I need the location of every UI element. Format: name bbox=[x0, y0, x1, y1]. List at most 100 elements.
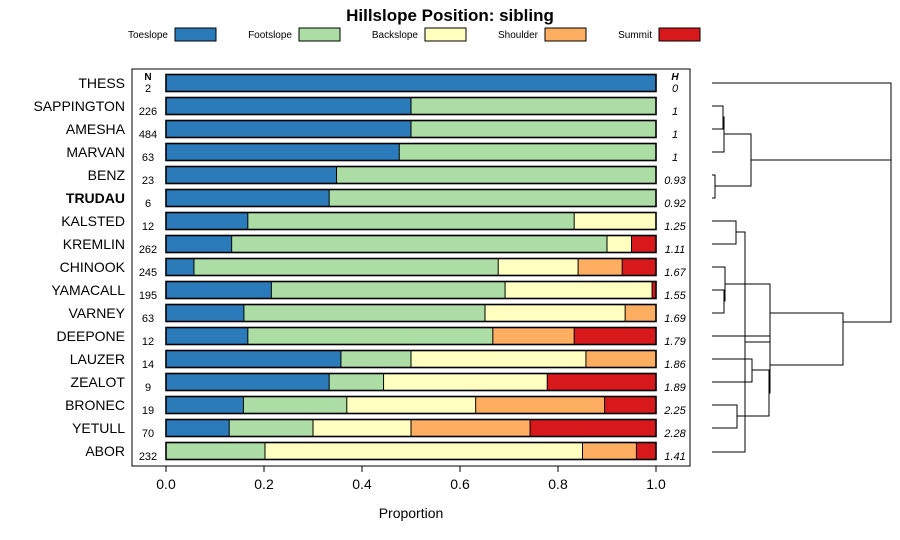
h-value-kalsted: 1.25 bbox=[664, 221, 686, 233]
bar-row-marvan bbox=[165, 142, 657, 162]
n-value-yamacall: 195 bbox=[139, 290, 157, 302]
bar-row-bronec bbox=[165, 395, 657, 415]
legend-swatch-backslope bbox=[424, 27, 467, 42]
bar-row-kalsted bbox=[165, 211, 657, 231]
dendrogram-link-benz-trudau bbox=[712, 174, 716, 199]
n-value-sappington: 226 bbox=[139, 106, 157, 118]
bar-segment-lauzer-footslope bbox=[340, 350, 411, 368]
row-label-abor: ABOR bbox=[85, 443, 125, 459]
row-label-kremlin: KREMLIN bbox=[63, 236, 125, 252]
row-label-benz: BENZ bbox=[88, 167, 126, 183]
bar-segment-bronec-toeslope bbox=[166, 396, 244, 414]
h-value-deepone: 1.79 bbox=[664, 336, 685, 348]
bar-row-varney bbox=[165, 303, 657, 323]
h-value-yamacall: 1.55 bbox=[664, 290, 686, 302]
bar-row-deepone bbox=[165, 326, 657, 346]
h-value-varney: 1.69 bbox=[664, 313, 685, 325]
bar-segment-chinook-summit bbox=[622, 258, 656, 276]
bar-row-thess bbox=[165, 73, 657, 93]
dendrogram-link-lower-cluster bbox=[770, 312, 844, 366]
bar-row-trudau bbox=[165, 188, 657, 208]
row-label-kalsted: KALSTED bbox=[61, 213, 125, 229]
bar-outline-kalsted bbox=[165, 211, 657, 231]
n-value-deepone: 12 bbox=[142, 336, 154, 348]
x-tick-label-1-0: 1.0 bbox=[646, 476, 666, 492]
bar-segment-zealot-toeslope bbox=[166, 373, 330, 391]
row-label-deepone: DEEPONE bbox=[57, 328, 125, 344]
bar-segment-bronec-summit bbox=[604, 396, 656, 414]
x-tick-label-0-4: 0.4 bbox=[352, 476, 372, 492]
row-label-bronec: BRONEC bbox=[65, 397, 125, 413]
row-label-yetull: YETULL bbox=[72, 420, 125, 436]
h-value-thess: 0 bbox=[672, 83, 679, 95]
dendrogram-link-kalsted-kremlin-abor bbox=[712, 231, 746, 453]
bar-segment-sappington-footslope bbox=[411, 97, 656, 115]
bar-outline-yamacall bbox=[165, 280, 657, 300]
bar-segment-varney-toeslope bbox=[166, 304, 244, 322]
legend-swatch-shoulder bbox=[544, 27, 587, 42]
bar-segment-kremlin-summit bbox=[631, 235, 656, 253]
bar-segment-lauzer-shoulder bbox=[585, 350, 656, 368]
bar-segment-yetull-summit bbox=[530, 419, 656, 437]
bar-row-zealot bbox=[165, 372, 657, 392]
bar-outline-chinook bbox=[165, 257, 657, 277]
bar-segment-zealot-summit bbox=[547, 373, 656, 391]
h-value-yetull: 2.28 bbox=[663, 428, 686, 440]
dendrogram-link-sappington-amesha bbox=[712, 105, 724, 130]
bar-segment-yetull-toeslope bbox=[166, 419, 230, 437]
h-value-lauzer: 1.86 bbox=[664, 359, 686, 371]
bar-segment-bronec-backslope bbox=[346, 396, 476, 414]
h-value-trudau: 0.92 bbox=[664, 198, 685, 210]
n-value-thess: 2 bbox=[145, 83, 151, 95]
bar-segment-kalsted-footslope bbox=[247, 212, 575, 230]
bar-segment-yetull-backslope bbox=[313, 419, 411, 437]
bar-group bbox=[165, 73, 657, 461]
bar-outline-deepone bbox=[165, 326, 657, 346]
bar-outline-amesha bbox=[165, 119, 657, 139]
bar-segment-yamacall-toeslope bbox=[166, 281, 272, 299]
row-label-sappington: SAPPINGTON bbox=[33, 98, 125, 114]
legend-swatch-footslope bbox=[298, 27, 341, 42]
h-value-kremlin: 1.11 bbox=[665, 244, 686, 256]
bar-segment-kremlin-footslope bbox=[231, 235, 607, 253]
legend-label-toeslope: Toeslope bbox=[128, 30, 168, 41]
n-value-amesha: 484 bbox=[139, 129, 157, 141]
n-value-lauzer: 14 bbox=[142, 359, 154, 371]
bar-segment-trudau-toeslope bbox=[166, 189, 330, 207]
bar-outline-abor bbox=[165, 441, 657, 461]
row-label-amesha: AMESHA bbox=[66, 121, 126, 137]
legend-swatch-toeslope bbox=[174, 27, 217, 42]
bar-segment-yamacall-backslope bbox=[505, 281, 653, 299]
bar-segment-abor-shoulder bbox=[582, 442, 637, 460]
dendrogram-link-upper-cluster bbox=[715, 133, 752, 187]
bar-segment-varney-shoulder bbox=[625, 304, 656, 322]
h-value-sappington: 1 bbox=[672, 106, 678, 118]
bar-segment-marvan-footslope bbox=[399, 143, 656, 161]
legend-label-shoulder: Shoulder bbox=[498, 30, 539, 41]
n-value-kalsted: 12 bbox=[142, 221, 154, 233]
bar-row-amesha bbox=[165, 119, 657, 139]
bar-segment-chinook-toeslope bbox=[166, 258, 194, 276]
dendrogram-link-sappington-amesha-marvan bbox=[712, 116, 725, 153]
bar-segment-deepone-footslope bbox=[247, 327, 493, 345]
bar-outline-kremlin bbox=[165, 234, 657, 254]
legend-label-backslope: Backslope bbox=[372, 30, 419, 41]
dendrogram-link-lauzer-zealot bbox=[712, 358, 753, 383]
bar-segment-abor-backslope bbox=[264, 442, 583, 460]
h-value-amesha: 1 bbox=[672, 129, 678, 141]
bar-row-lauzer bbox=[165, 349, 657, 369]
bar-segment-deepone-toeslope bbox=[166, 327, 248, 345]
n-value-benz: 23 bbox=[142, 175, 154, 187]
row-labels: THESS 2 0 SAPPINGTON 226 1 AMESHA 484 1 MARVAN 63 1… bbox=[33, 75, 686, 463]
dendrogram-link-yamacall-varney bbox=[712, 289, 725, 314]
n-column-header: N bbox=[144, 72, 151, 83]
bar-segment-bronec-footslope bbox=[243, 396, 347, 414]
dendrogram-link-chinook-yamacall-varney bbox=[712, 266, 726, 302]
h-value-bronec: 2.25 bbox=[663, 405, 686, 417]
bar-segment-chinook-shoulder bbox=[578, 258, 623, 276]
bar-segment-varney-footslope bbox=[243, 304, 485, 322]
legend-swatch-summit bbox=[658, 27, 701, 42]
bar-segment-abor-summit bbox=[636, 442, 656, 460]
bar-row-yetull bbox=[165, 418, 657, 438]
bar-outline-trudau bbox=[165, 188, 657, 208]
